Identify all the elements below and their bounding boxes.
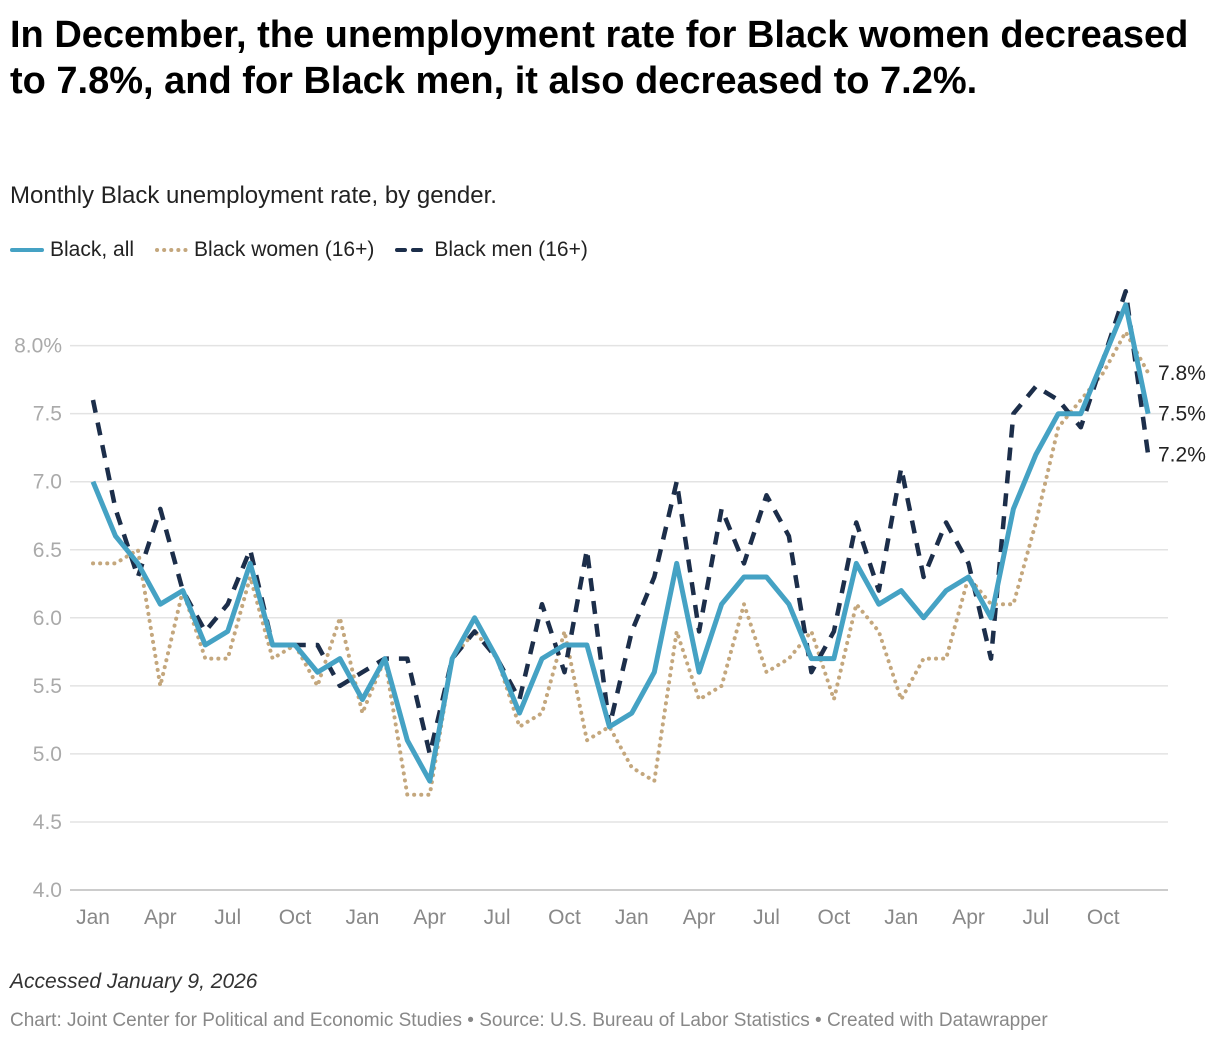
- x-tick-label: Oct: [548, 906, 581, 929]
- series-lines: [90, 288, 1151, 797]
- x-tick-label: Apr: [952, 906, 985, 929]
- y-tick-label: 6.0: [33, 607, 62, 630]
- y-tick-label: 4.0: [33, 879, 62, 902]
- legend-item-black-men: Black men (16+): [394, 238, 588, 262]
- legend-swatch-solid-icon: [10, 248, 44, 252]
- y-tick-label: 6.5: [33, 539, 62, 562]
- y-tick-label: 7.5: [33, 403, 62, 426]
- legend-label: Black, all: [50, 238, 135, 261]
- x-tick-label: Jul: [753, 906, 780, 929]
- end-value-label: 7.5%: [1158, 403, 1206, 426]
- series-line-black-men-16: [90, 288, 1151, 757]
- chart-title: In December, the unemployment rate for B…: [10, 14, 1189, 102]
- x-tick-label: Apr: [144, 906, 177, 929]
- gridlines: [70, 344, 1168, 891]
- end-value-label: 7.8%: [1158, 362, 1206, 385]
- end-value-label: 7.2%: [1158, 443, 1206, 466]
- x-tick-label: Jul: [484, 906, 511, 929]
- x-tick-label: Jan: [76, 906, 110, 929]
- legend-item-black-all: Black, all: [10, 238, 134, 262]
- x-tick-label: Jan: [884, 906, 918, 929]
- y-axis: 4.0 4.5 5.0 5.5 6.0 6.5 7.0 7.5 8.0%: [14, 335, 62, 902]
- x-tick-label: Jul: [1022, 906, 1049, 929]
- y-tick-label: 4.5: [33, 811, 62, 834]
- chart-subtitle: Monthly Black unemployment rate, by gend…: [10, 182, 497, 209]
- x-tick-label: Apr: [683, 906, 716, 929]
- legend-swatch-dotted-icon: [155, 248, 189, 252]
- x-tick-label: Jul: [214, 906, 241, 929]
- end-labels: 7.5% 7.8% 7.2%: [1158, 362, 1206, 467]
- x-tick-label: Apr: [413, 906, 446, 929]
- notes: Accessed January 9, 2026: [10, 970, 258, 993]
- x-tick-label: Oct: [279, 906, 312, 929]
- y-tick-label: 7.0: [33, 471, 62, 494]
- y-tick-label: 5.5: [33, 675, 62, 698]
- legend-label: Black men (16+): [434, 238, 588, 261]
- legend-swatch-dashed-icon: [395, 248, 429, 252]
- legend-label: Black women (16+): [194, 238, 375, 261]
- x-tick-label: Oct: [818, 906, 851, 929]
- x-tick-label: Jan: [345, 906, 379, 929]
- series-line-black-all: [90, 302, 1151, 784]
- x-axis: Jan Apr Jul Oct Jan Apr Jul Oct Jan Apr Jul Oct Jan A…: [76, 906, 1120, 929]
- legend-item-black-women: Black women (16+): [154, 238, 374, 262]
- footer-credits: Chart: Joint Center for Political and Ec…: [10, 1010, 1048, 1031]
- x-tick-label: Oct: [1087, 906, 1120, 929]
- y-tick-label: 5.0: [33, 743, 62, 766]
- x-tick-label: Jan: [615, 906, 649, 929]
- line-chart: 4.0 4.5 5.0 5.5 6.0 6.5 7.0 7.5 8.0% Jan Apr Jul Oc…: [14, 288, 1206, 929]
- y-tick-label: 8.0%: [14, 335, 62, 358]
- legend: Black, all Black women (16+) Black men (…: [10, 238, 608, 262]
